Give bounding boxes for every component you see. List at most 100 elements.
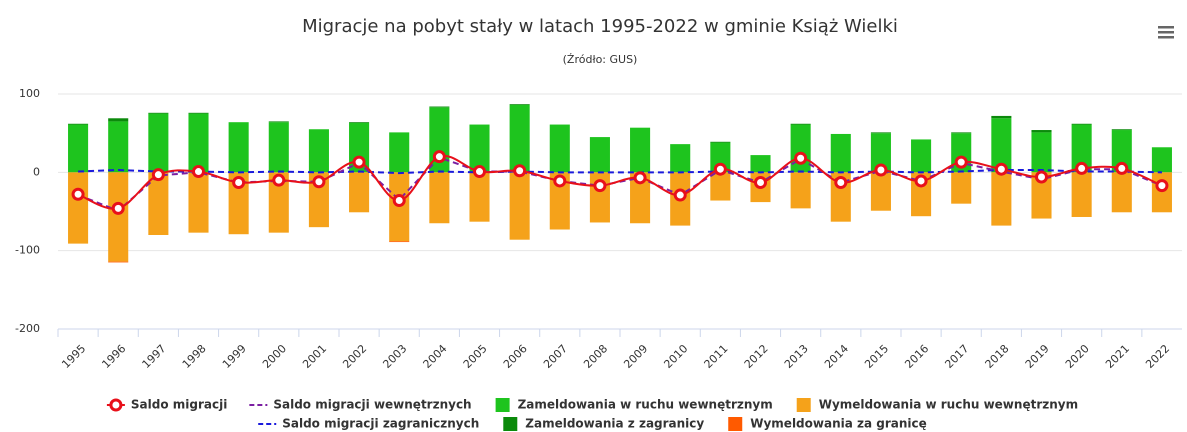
x-tick-label: 2016: [902, 342, 931, 371]
bar: [148, 172, 169, 235]
point: [111, 201, 125, 215]
x-tick-label: 2018: [983, 342, 1012, 371]
legend-label: Zameldowania w ruchu wewnętrznym: [518, 398, 773, 412]
bar: [1031, 132, 1052, 173]
bar: [951, 172, 972, 204]
x-tick-label: 2014: [822, 342, 851, 371]
legend-label: Wymeldowania za granicę: [750, 417, 927, 431]
bar: [188, 172, 209, 233]
x-tick-label: 2001: [300, 342, 329, 371]
bar: [790, 172, 811, 209]
point: [1075, 161, 1089, 175]
legend-item[interactable]: Zameldowania z zagranicy: [503, 417, 704, 432]
y-tick-label: -200: [15, 322, 40, 335]
bar: [991, 115, 1012, 119]
point: [272, 173, 286, 187]
legend-symbol: [495, 398, 510, 412]
point: [553, 174, 567, 188]
bar: [750, 155, 771, 173]
x-tick-label: 2022: [1143, 342, 1172, 371]
x-tick-label: 2020: [1063, 342, 1092, 371]
chart-title: Migracje na pobyt stały w latach 1995-20…: [302, 16, 898, 37]
point: [914, 174, 928, 188]
bar: [870, 172, 891, 211]
bar: [630, 172, 651, 224]
bar: [308, 172, 329, 228]
bar: [228, 122, 249, 173]
point: [71, 187, 85, 201]
legend-item[interactable]: Wymeldowania za granicę: [728, 417, 927, 432]
x-tick-label: 2013: [782, 342, 811, 371]
legend-row: Saldo migracji Saldo migracji wewnętrznyc…: [106, 398, 1078, 413]
x-tick-label: 2003: [380, 342, 409, 371]
point: [713, 162, 727, 176]
bar: [108, 172, 129, 262]
bar: [469, 124, 490, 173]
bar: [188, 113, 209, 173]
bar: [630, 127, 651, 173]
bar: [790, 124, 811, 173]
x-tick-label: 2015: [862, 342, 891, 371]
x-tick-label: 2010: [661, 342, 690, 371]
point: [192, 165, 205, 179]
x-tick-label: 2008: [581, 342, 610, 371]
bar: [148, 113, 169, 173]
menu-button[interactable]: [1158, 26, 1174, 39]
x-tick-label: 1996: [99, 342, 128, 371]
point: [593, 179, 607, 193]
legend-item[interactable]: Saldo migracji: [106, 398, 227, 412]
x-tick-label: 2002: [340, 342, 369, 371]
bar: [228, 172, 249, 235]
point: [994, 162, 1008, 176]
bar: [268, 121, 289, 123]
line: [78, 168, 1162, 175]
x-tick-label: 2017: [942, 342, 971, 371]
legend-symbol: [728, 417, 743, 431]
bar: [1151, 172, 1172, 213]
point: [352, 155, 366, 169]
bar: [1111, 172, 1132, 213]
bar: [108, 121, 129, 173]
bar: [1071, 172, 1092, 217]
point: [834, 176, 848, 190]
x-tick-label: 2000: [260, 342, 289, 371]
bar: [429, 172, 450, 224]
x-tick-label: 2006: [501, 342, 530, 371]
point: [1115, 161, 1129, 175]
point: [673, 188, 687, 202]
point: [1035, 170, 1048, 184]
legend-item[interactable]: Saldo migracji wewnętrznych: [249, 398, 472, 412]
x-tick-label: 2011: [702, 342, 731, 371]
x-tick-label: 2004: [421, 342, 450, 371]
legend-label: Saldo migracji zagranicznych: [282, 417, 479, 431]
x-tick-label: 2019: [1023, 342, 1052, 371]
legend-item[interactable]: Saldo migracji zagranicznych: [258, 417, 479, 431]
bar: [389, 132, 410, 173]
bar: [429, 106, 450, 108]
bar: [670, 144, 691, 173]
bar: [1031, 172, 1052, 219]
bar: [911, 139, 932, 173]
bar: [710, 142, 731, 173]
legend-label: Saldo migracji: [131, 398, 227, 412]
point: [432, 150, 446, 164]
bar: [589, 137, 610, 173]
legend-symbol: [796, 398, 811, 412]
legend-row: Saldo migracji zagranicznych Zameldowania…: [258, 417, 927, 432]
legend-symbol: [503, 417, 518, 431]
legend-item[interactable]: Zameldowania w ruchu wewnętrznym: [495, 398, 773, 413]
bar: [389, 241, 410, 243]
menu-bar: [1158, 26, 1174, 29]
bar: [188, 112, 209, 114]
bar: [349, 172, 370, 213]
legend-label: Zameldowania z zagranicy: [525, 417, 704, 431]
point: [151, 168, 165, 182]
bar: [68, 123, 89, 125]
x-tick-label: 2021: [1103, 342, 1132, 371]
x-tick-label: 1998: [180, 342, 209, 371]
bar: [1111, 130, 1132, 173]
legend-item[interactable]: Wymeldowania w ruchu wewnętrznym: [796, 398, 1078, 413]
bar: [1151, 147, 1172, 173]
bar: [710, 141, 731, 143]
